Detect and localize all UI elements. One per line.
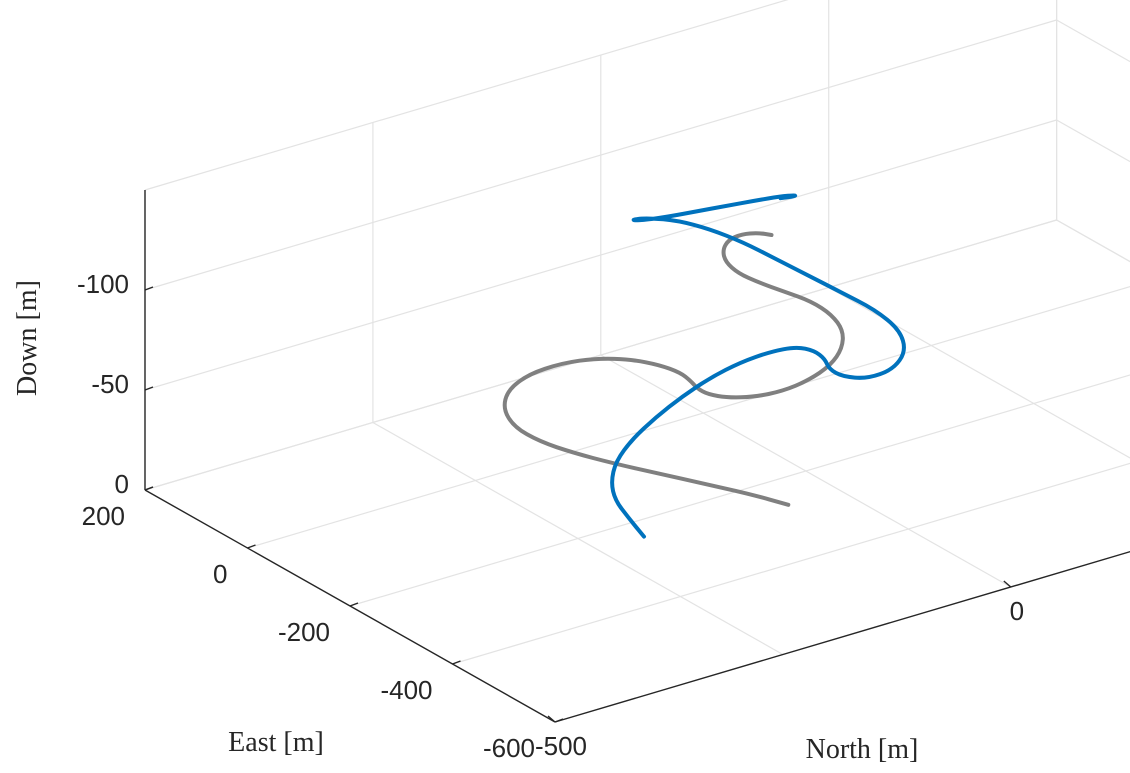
y-tick [349,602,359,607]
grid-line [349,374,1130,607]
grid-line [144,119,1057,391]
x-axis-line [554,550,1130,723]
x-tick-label: -500 [535,731,587,761]
x-tick-label: 0 [1010,596,1024,626]
y-tick-label: -400 [380,675,432,705]
series-layer [502,193,906,539]
series-line-0 [502,231,845,507]
z-tick [144,286,154,291]
axes-layer [144,190,1130,723]
grid-line [247,285,1130,549]
y-tick-label: -600 [483,733,535,763]
y-tick-label: 200 [82,501,125,531]
z-tick-label: 0 [115,469,129,499]
z-tick-label: -50 [91,369,129,399]
y-tick-label: -200 [278,617,330,647]
y-tick [247,544,256,549]
grid-line [1056,219,1130,263]
z-tick [144,486,154,491]
grid-line [144,219,1057,491]
x-axis-label: North [m] [806,734,919,765]
grid-line [1057,0,1130,152]
series-line-1 [610,193,906,539]
grid-line [828,286,1130,459]
z-tick-label: -100 [77,269,129,299]
grid-line [452,462,1130,665]
z-tick [144,386,154,391]
x-tick [547,715,556,723]
grid-line [554,551,1130,723]
y-tick [554,718,564,723]
grid-line [144,19,1057,291]
y-tick-label: 0 [213,559,227,589]
grid-line [1056,19,1130,63]
grid-line [144,0,789,191]
z-axis-label: Down [m] [12,280,43,396]
y-tick [452,660,461,665]
x-tick [1003,580,1012,588]
grid-line [1056,119,1130,163]
y-axis-label: East [m] [228,727,324,758]
